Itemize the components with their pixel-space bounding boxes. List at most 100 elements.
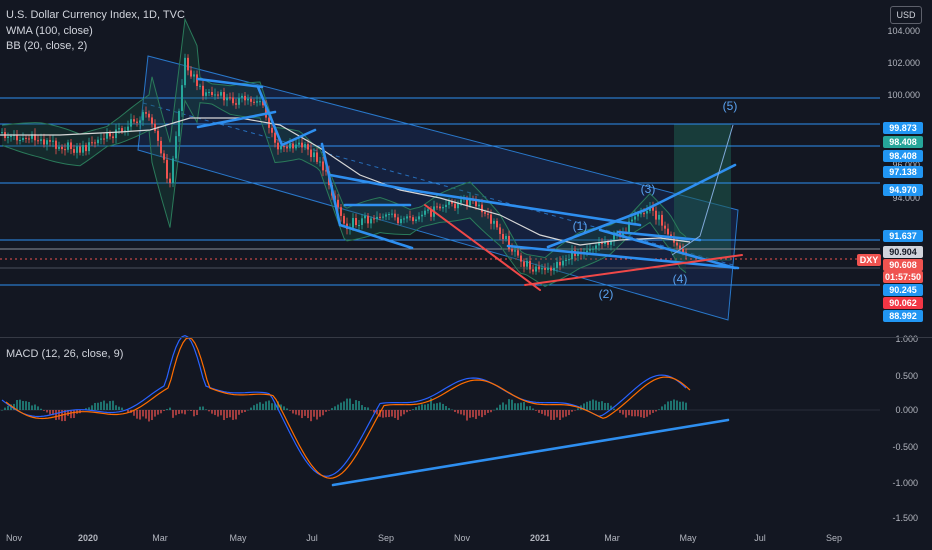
pane-separator[interactable]: [0, 337, 932, 338]
price-candle: [493, 218, 495, 230]
price-tag[interactable]: 98.408: [883, 150, 923, 162]
price-candle: [628, 217, 630, 235]
macd-axis-tick: -1.000: [892, 478, 918, 488]
price-candle: [271, 122, 273, 138]
chart-title-legend[interactable]: U.S. Dollar Currency Index, 1D, TVC: [6, 9, 185, 21]
price-tag-label: 90.608: [889, 260, 917, 270]
price-tag-label: 90.062: [889, 298, 917, 308]
currency-button[interactable]: USD: [890, 6, 922, 24]
red-trendline[interactable]: [424, 204, 541, 291]
macd-histogram-bar: [202, 406, 204, 410]
macd-histogram-bar: [274, 403, 276, 410]
trendline-drawing[interactable]: [643, 163, 737, 212]
price-tag[interactable]: 90.245: [883, 284, 923, 296]
time-axis-tick: 2020: [78, 533, 98, 543]
price-candle: [364, 212, 366, 224]
trendline-drawing[interactable]: [328, 173, 412, 192]
macd-histogram-bar: [49, 410, 51, 415]
price-tag-bg: [883, 184, 923, 196]
candle-body: [424, 210, 426, 215]
trendline-drawing[interactable]: [546, 208, 647, 249]
macd-histogram-bar: [67, 410, 69, 416]
macd-histogram-bar: [235, 410, 237, 420]
macd-layer: [0, 334, 880, 487]
candle-body: [229, 97, 231, 99]
candle-body: [232, 97, 234, 104]
price-candle: [520, 252, 522, 267]
signal-line[interactable]: [5, 336, 691, 479]
price-tag[interactable]: 01:57:50: [883, 271, 923, 283]
wma-legend[interactable]: WMA (100, close): [6, 25, 93, 37]
price-candle: [67, 139, 69, 153]
symbol-tag[interactable]: DXY: [857, 254, 881, 266]
macd-histogram-bar: [313, 410, 315, 417]
price-candle: [259, 96, 261, 106]
price-candle: [322, 157, 324, 177]
macd-histogram-bar: [94, 402, 96, 410]
macd-histogram-bar: [550, 410, 552, 420]
trendline-drawing[interactable]: [256, 85, 284, 147]
trendline-drawing[interactable]: [506, 244, 740, 270]
price-tag[interactable]: 91.637: [883, 230, 923, 242]
price-tag[interactable]: 98.408: [883, 136, 923, 148]
price-candle: [121, 125, 123, 134]
trendline-drawing[interactable]: [280, 128, 317, 147]
trendline-drawing[interactable]: [598, 228, 737, 270]
macd-histogram-bar: [622, 410, 624, 415]
red-support-line[interactable]: [524, 254, 743, 286]
trendline-drawing[interactable]: [196, 110, 277, 129]
price-candle: [556, 257, 558, 273]
elliott-wave-label[interactable]: (4): [673, 272, 688, 286]
elliott-wave-label[interactable]: (5): [723, 99, 738, 113]
price-candle: [19, 136, 21, 145]
trendline-drawing[interactable]: [616, 230, 702, 242]
candle-body: [295, 144, 297, 149]
price-tag[interactable]: 99.873: [883, 122, 923, 134]
time-axis-tick: Mar: [604, 533, 620, 543]
macd-histogram-bar: [586, 401, 588, 410]
elliott-wave-label[interactable]: (2): [599, 287, 614, 301]
channel-midline[interactable]: [142, 102, 734, 266]
elliott-wave-label[interactable]: (3): [641, 182, 656, 196]
candle-body: [535, 266, 537, 272]
price-candle: [112, 132, 114, 144]
macd-histogram-bar: [427, 403, 429, 410]
price-tag[interactable]: 88.992: [883, 310, 923, 322]
macd-histogram-bar: [40, 408, 42, 410]
trendline-drawing[interactable]: [320, 142, 342, 227]
price-tag[interactable]: 90.062: [883, 297, 923, 309]
candle-body: [58, 146, 60, 149]
trendline-drawing[interactable]: [408, 188, 642, 227]
price-tag[interactable]: 94.970: [883, 184, 923, 196]
wma-line[interactable]: [0, 117, 691, 246]
macd-legend[interactable]: MACD (12, 26, close, 9): [6, 348, 124, 360]
macd-histogram-bar: [118, 406, 120, 410]
candle-body: [646, 210, 648, 214]
macd-histogram-bar: [145, 410, 147, 419]
elliott-wave-label[interactable]: (1): [573, 219, 588, 233]
macd-line[interactable]: [1, 334, 687, 477]
macd-histogram-bar: [193, 410, 195, 417]
bollinger-lower[interactable]: [1, 99, 687, 287]
price-tag-bg: [883, 136, 923, 148]
price-tag[interactable]: 90.608: [883, 259, 923, 271]
time-scale-panel[interactable]: [0, 527, 880, 550]
price-candle: [415, 216, 417, 224]
trendline-drawing[interactable]: [196, 77, 264, 89]
macd-histogram-bar: [499, 404, 501, 410]
candle-body: [82, 145, 84, 153]
candle-body: [190, 70, 192, 77]
trendline-drawing[interactable]: [338, 223, 414, 250]
candle-body: [676, 242, 678, 246]
price-candle: [202, 80, 204, 101]
macd-histogram-bar: [517, 403, 519, 410]
macd-trendline[interactable]: [331, 418, 730, 487]
macd-histogram-bar: [166, 409, 168, 410]
price-tag[interactable]: 90.904: [883, 246, 923, 258]
candle-body: [127, 126, 129, 131]
price-tag[interactable]: 97.138: [883, 166, 923, 178]
wave5-projection[interactable]: [671, 124, 734, 256]
macd-histogram-bar: [493, 409, 495, 411]
bb-legend[interactable]: BB (20, close, 2): [6, 40, 88, 52]
